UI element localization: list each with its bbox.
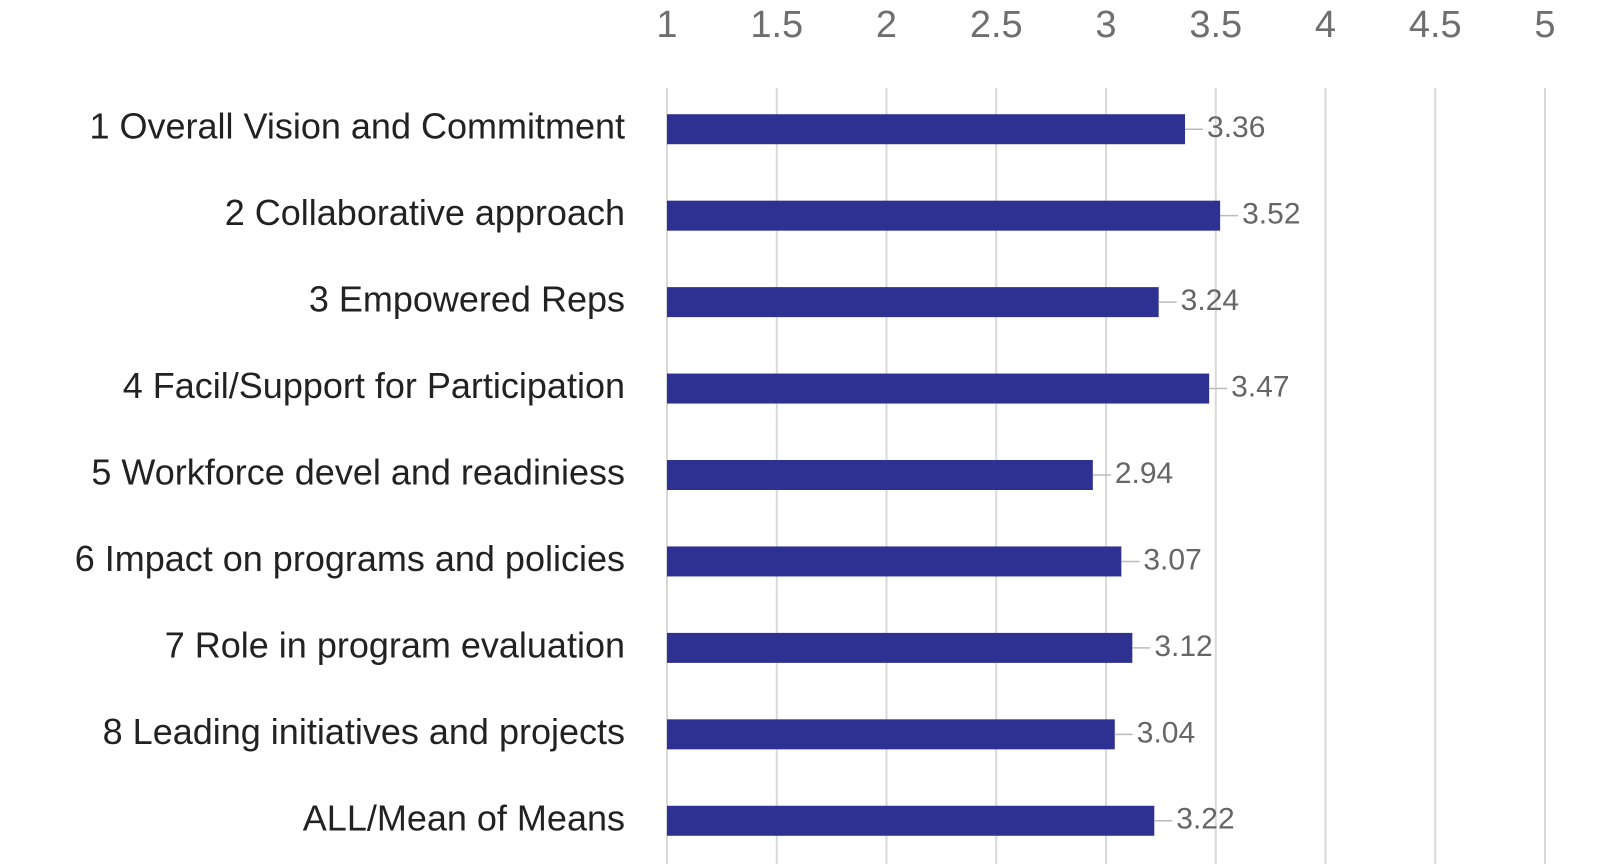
- bar: [667, 805, 1155, 836]
- y-tick-label: 2 Collaborative approach: [225, 192, 625, 233]
- bar: [667, 460, 1093, 490]
- bar: [667, 287, 1159, 318]
- bar: [667, 719, 1115, 750]
- y-tick-label: 4 Facil/Support for Participation: [123, 365, 625, 406]
- data-label: 3.36: [1207, 111, 1265, 144]
- x-tick-label: 1.5: [750, 4, 803, 46]
- data-label: 3.52: [1242, 198, 1300, 231]
- x-tick-label: 2: [876, 4, 897, 46]
- data-label: 3.12: [1154, 630, 1212, 663]
- bar: [667, 546, 1122, 577]
- y-tick-label: 3 Empowered Reps: [309, 279, 625, 320]
- x-tick-label: 3: [1095, 4, 1116, 46]
- bar: [667, 114, 1186, 145]
- data-label: 3.24: [1181, 284, 1239, 317]
- x-tick-label: 4: [1315, 4, 1336, 46]
- data-label: 3.22: [1176, 803, 1234, 836]
- x-tick-label: 2.5: [970, 4, 1023, 46]
- data-label: 3.47: [1231, 370, 1289, 403]
- bar: [667, 373, 1210, 404]
- y-tick-label: 8 Leading initiatives and projects: [103, 711, 625, 752]
- y-tick-label: 6 Impact on programs and policies: [75, 538, 625, 579]
- data-label: 3.04: [1137, 716, 1195, 749]
- data-label: 2.94: [1115, 457, 1173, 490]
- x-tick-label: 4.5: [1409, 4, 1462, 46]
- y-tick-label: 5 Workforce devel and readiniess: [91, 452, 625, 493]
- x-tick-label: 3.5: [1189, 4, 1242, 46]
- bar: [667, 200, 1221, 231]
- y-tick-label: ALL/Mean of Means: [303, 797, 625, 838]
- data-label: 3.07: [1143, 543, 1201, 576]
- y-tick-label: 7 Role in program evaluation: [165, 624, 625, 665]
- x-tick-label: 5: [1534, 4, 1555, 46]
- bar: [667, 632, 1133, 663]
- y-tick-label: 1 Overall Vision and Commitment: [89, 106, 625, 147]
- x-tick-label: 1: [656, 4, 677, 46]
